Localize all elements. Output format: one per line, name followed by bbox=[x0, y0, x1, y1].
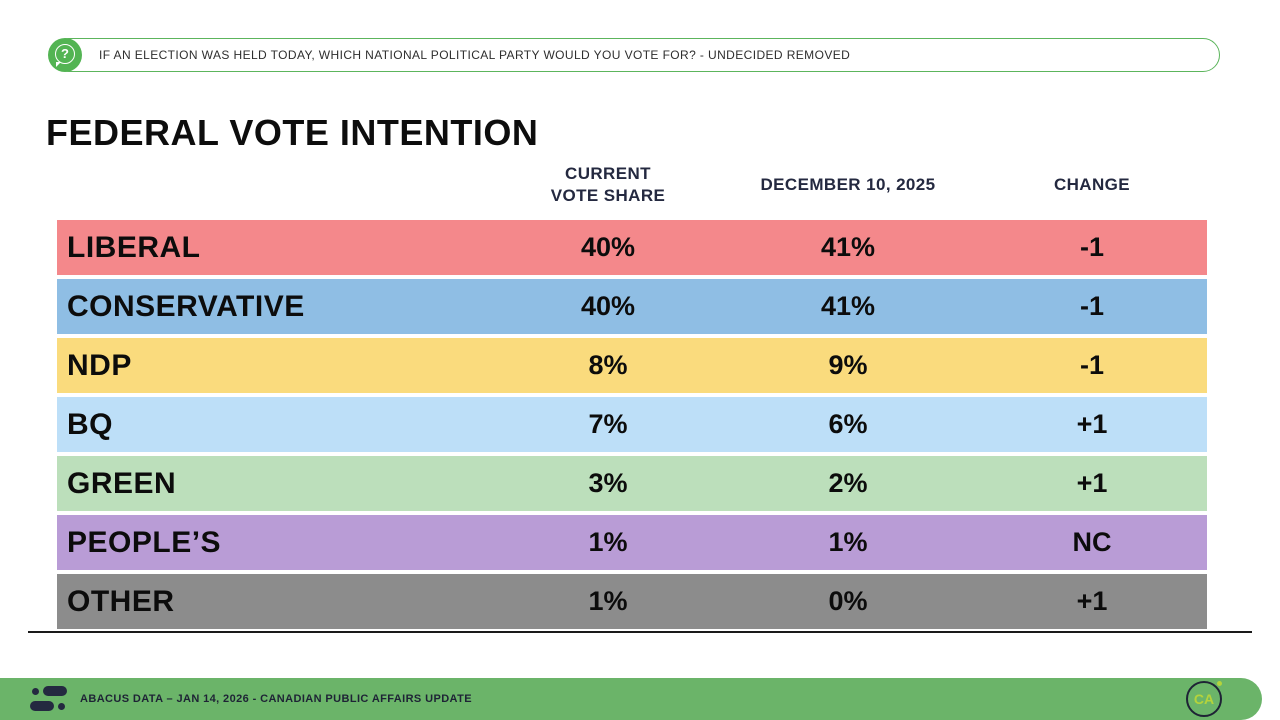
divider-line bbox=[28, 631, 1252, 633]
previous-vote-share-cell: 6% bbox=[828, 409, 868, 439]
change-cell: +1 bbox=[1076, 586, 1108, 616]
party-name-cell: LIBERAL bbox=[67, 230, 201, 264]
question-banner: IF AN ELECTION WAS HELD TODAY, WHICH NAT… bbox=[52, 38, 1220, 72]
current-vote-share-cell: 3% bbox=[588, 468, 628, 498]
table-row: GREEN 3% 2% +1 bbox=[57, 456, 1207, 511]
table-row: BQ 7% 6% +1 bbox=[57, 397, 1207, 452]
previous-vote-share-cell: 0% bbox=[828, 586, 868, 616]
footer-bar: ABACUS DATA – JAN 14, 2026 - CANADIAN PU… bbox=[0, 678, 1262, 720]
party-name-cell: PEOPLE’S bbox=[67, 525, 222, 559]
table-header: CURRENT VOTE SHARE DECEMBER 10, 2025 CHA… bbox=[57, 158, 1207, 212]
table-row: PEOPLE’S 1% 1% NC bbox=[57, 515, 1207, 570]
change-cell: -1 bbox=[1079, 291, 1104, 321]
current-vote-share-cell: 40% bbox=[580, 291, 636, 321]
previous-vote-share-cell: 2% bbox=[828, 468, 868, 498]
question-text: IF AN ELECTION WAS HELD TODAY, WHICH NAT… bbox=[99, 48, 851, 62]
party-name-cell: GREEN bbox=[67, 466, 177, 500]
ca-logo-dot bbox=[1217, 681, 1222, 686]
previous-vote-share-cell: 41% bbox=[820, 291, 876, 321]
page-title: FEDERAL VOTE INTENTION bbox=[46, 112, 539, 153]
footer-source-text: ABACUS DATA – JAN 14, 2026 - CANADIAN PU… bbox=[80, 693, 472, 705]
party-name-cell: NDP bbox=[67, 348, 132, 382]
party-name-cell: CONSERVATIVE bbox=[67, 289, 305, 323]
change-cell: -1 bbox=[1079, 232, 1104, 262]
table-row: OTHER 1% 0% +1 bbox=[57, 574, 1207, 629]
column-header-december-10-2025: DECEMBER 10, 2025 bbox=[760, 175, 936, 194]
table-row: CONSERVATIVE 40% 41% -1 bbox=[57, 279, 1207, 334]
previous-vote-share-cell: 1% bbox=[828, 527, 868, 557]
current-vote-share-cell: 7% bbox=[588, 409, 628, 439]
change-cell: -1 bbox=[1079, 350, 1104, 380]
current-vote-share-cell: 1% bbox=[588, 586, 628, 616]
change-cell: +1 bbox=[1076, 409, 1108, 439]
table-row: LIBERAL 40% 41% -1 bbox=[57, 220, 1207, 275]
party-name-cell: OTHER bbox=[67, 584, 175, 618]
column-header-current-vote-share: CURRENT VOTE SHARE bbox=[550, 163, 666, 205]
abacus-data-logo-icon bbox=[30, 685, 68, 713]
party-name-cell: BQ bbox=[67, 407, 113, 441]
change-cell: +1 bbox=[1076, 468, 1108, 498]
previous-vote-share-cell: 41% bbox=[820, 232, 876, 262]
ca-logo: CA bbox=[1186, 681, 1222, 717]
change-cell: NC bbox=[1072, 527, 1112, 557]
question-mark-icon: ? bbox=[48, 38, 82, 72]
current-vote-share-cell: 40% bbox=[580, 232, 636, 262]
current-vote-share-cell: 8% bbox=[588, 350, 628, 380]
column-header-change: CHANGE bbox=[1053, 175, 1131, 194]
vote-intention-table: LIBERAL 40% 41% -1 CONSERVATIVE 40% 41% … bbox=[57, 220, 1207, 633]
previous-vote-share-cell: 9% bbox=[828, 350, 868, 380]
current-vote-share-cell: 1% bbox=[588, 527, 628, 557]
table-row: NDP 8% 9% -1 bbox=[57, 338, 1207, 393]
